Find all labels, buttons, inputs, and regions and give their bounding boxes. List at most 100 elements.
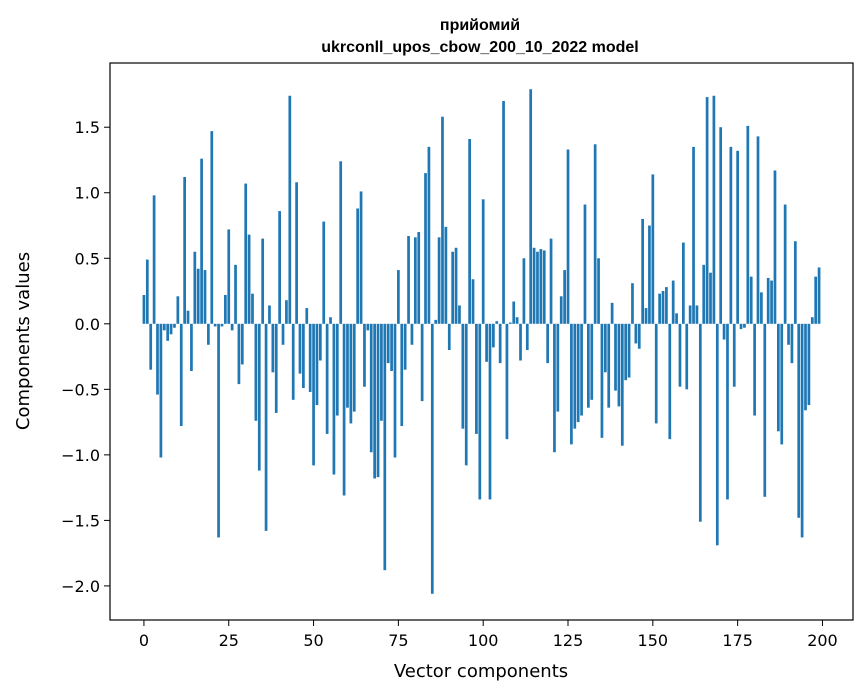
- bar-134: [597, 258, 600, 324]
- bar-173: [729, 146, 733, 324]
- y-axis-ticks: −2.0 −1.5 −1.0 −0.5 0.0 0.5 1.0 1.5: [61, 118, 110, 596]
- bar-168: [712, 95, 716, 324]
- bar-197: [810, 317, 814, 324]
- bar-92: [454, 247, 458, 324]
- bar-13: [186, 310, 190, 324]
- bar-89: [444, 226, 448, 324]
- x-axis-ticks: 0 25 50 75 100 125 150 175 200: [139, 620, 838, 650]
- bar-88: [441, 116, 444, 324]
- bar-60: [346, 323, 349, 408]
- bar-152: [658, 293, 661, 324]
- bar-81: [417, 232, 421, 324]
- bar-139: [614, 323, 617, 391]
- bar-75: [397, 270, 400, 324]
- bar-164: [698, 323, 702, 522]
- bar-158: [678, 323, 682, 387]
- bar-21: [213, 323, 217, 327]
- bar-7: [166, 323, 170, 341]
- bar-66: [366, 323, 370, 331]
- bar-40: [278, 211, 281, 324]
- bar-104: [495, 321, 499, 324]
- bar-123: [559, 296, 563, 324]
- bar-156: [671, 280, 675, 324]
- bar-32: [251, 293, 254, 324]
- bar-52: [318, 323, 322, 361]
- bar-49: [308, 323, 312, 392]
- y-axis-label: Components values: [13, 252, 34, 430]
- bar-199: [817, 267, 821, 324]
- bar-163: [695, 305, 699, 324]
- bar-191: [790, 323, 794, 364]
- bar-176: [739, 323, 743, 330]
- bar-180: [753, 323, 756, 416]
- bar-71: [383, 323, 387, 571]
- bar-126: [570, 323, 573, 445]
- x-tick-label: 175: [722, 631, 753, 650]
- bar-44: [291, 323, 295, 400]
- bar-5: [159, 323, 163, 458]
- bar-59: [342, 323, 346, 496]
- bar-77: [403, 323, 407, 370]
- bar-183: [763, 323, 767, 497]
- bar-114: [529, 89, 533, 324]
- x-tick-label: 150: [638, 631, 669, 650]
- bar-12: [183, 177, 186, 324]
- bar-73: [390, 323, 393, 371]
- bar-63: [356, 208, 360, 324]
- bar-174: [732, 323, 736, 387]
- bar-107: [505, 323, 509, 440]
- bar-132: [590, 323, 594, 400]
- bar-150: [651, 174, 655, 324]
- bar-185: [770, 280, 773, 324]
- bar-80: [413, 237, 417, 324]
- bar-103: [492, 323, 495, 348]
- bar-111: [519, 323, 522, 361]
- bar-36: [264, 323, 268, 531]
- bar-10: [176, 296, 180, 324]
- bar-16: [196, 268, 200, 324]
- bar-29: [240, 323, 244, 365]
- bar-165: [702, 264, 706, 324]
- y-tick-label: 0.5: [75, 249, 100, 268]
- bar-0: [142, 294, 146, 324]
- bar-146: [637, 323, 641, 349]
- bar-30: [244, 183, 248, 324]
- bar-54: [325, 323, 329, 434]
- bar-128: [576, 323, 580, 423]
- bar-62: [352, 323, 356, 412]
- bar-155: [668, 323, 672, 440]
- bar-166: [705, 97, 709, 324]
- bar-90: [447, 323, 451, 351]
- bar-78: [407, 235, 410, 324]
- bar-28: [237, 323, 241, 385]
- bar-56: [332, 323, 336, 475]
- bar-187: [777, 323, 780, 432]
- bar-46: [298, 323, 302, 374]
- bar-157: [675, 313, 678, 324]
- bar-41: [281, 323, 285, 345]
- bar-167: [709, 272, 712, 324]
- x-tick-label: 200: [807, 631, 838, 650]
- bar-161: [688, 305, 692, 324]
- y-tick-label: −1.0: [61, 446, 100, 465]
- bar-83: [424, 173, 427, 324]
- bar-87: [437, 237, 441, 324]
- bar-69: [376, 323, 380, 478]
- bar-98: [475, 323, 478, 434]
- bar-68: [373, 323, 376, 479]
- x-axis-label: Vector components: [394, 661, 568, 682]
- bar-72: [386, 323, 390, 364]
- bar-159: [682, 242, 685, 324]
- bar-179: [749, 276, 753, 324]
- bar-38: [271, 323, 275, 373]
- bar-186: [773, 170, 777, 324]
- bar-55: [329, 317, 332, 324]
- bar-106: [502, 101, 505, 324]
- bar-65: [363, 323, 366, 387]
- bar-153: [661, 291, 665, 324]
- bar-135: [600, 323, 604, 438]
- y-tick-label: −1.5: [61, 511, 100, 530]
- bar-184: [766, 277, 770, 324]
- bar-151: [654, 323, 658, 424]
